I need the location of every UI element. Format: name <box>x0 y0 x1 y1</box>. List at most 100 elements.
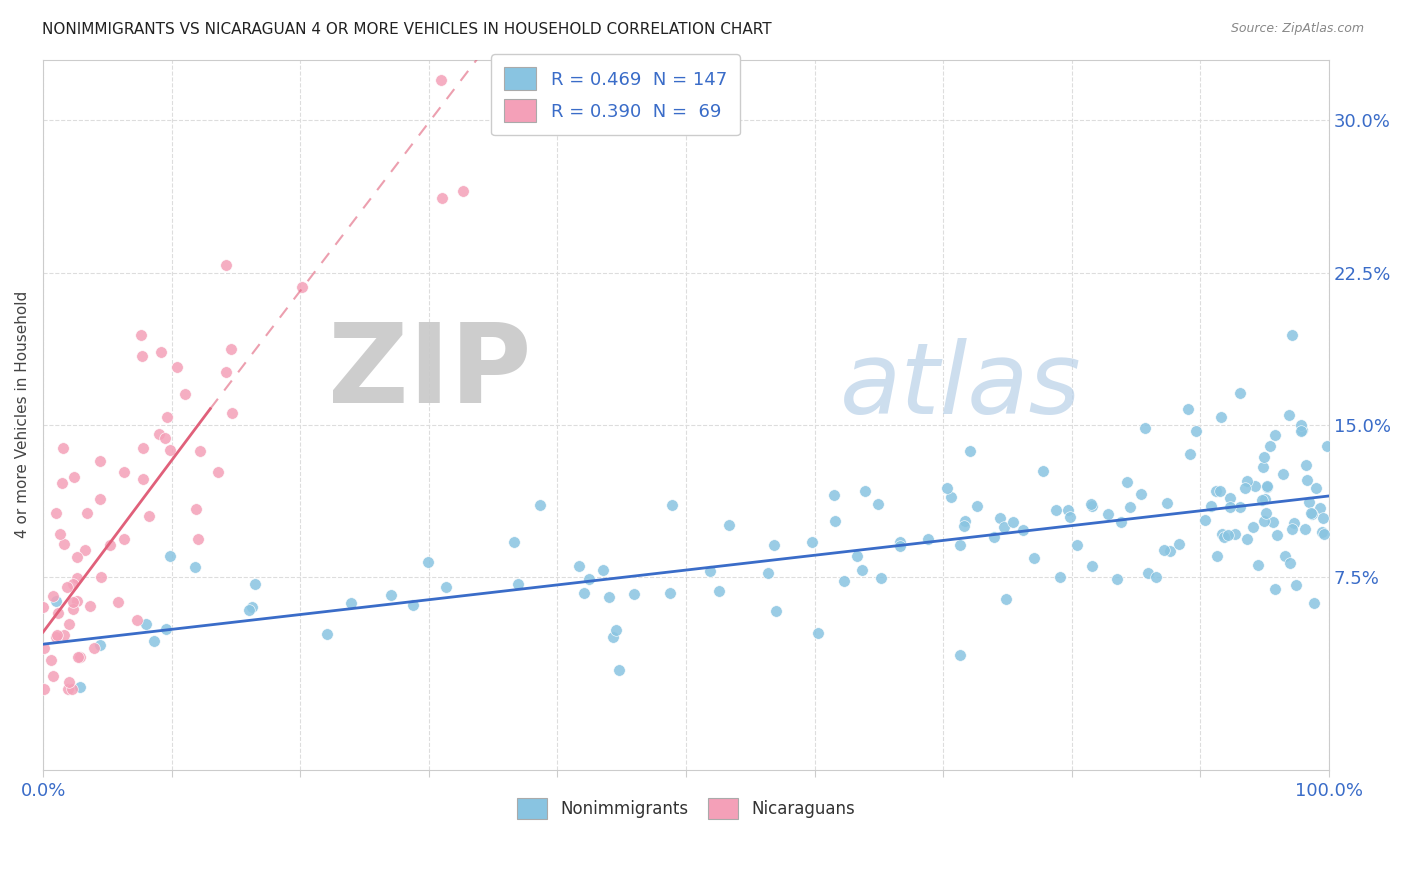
Point <box>1066 538 1088 552</box>
Point <box>568 558 591 573</box>
Point <box>1236 474 1258 488</box>
Point <box>62 577 84 591</box>
Point <box>1256 480 1278 494</box>
Point <box>34 681 56 696</box>
Point <box>58 617 80 632</box>
Point <box>1289 424 1312 438</box>
Point <box>1312 511 1334 525</box>
Point <box>1177 401 1199 416</box>
Point <box>434 581 457 595</box>
Point <box>949 648 972 662</box>
Text: Source: ZipAtlas.com: Source: ZipAtlas.com <box>1230 22 1364 36</box>
Point <box>1057 503 1080 517</box>
Point <box>184 560 207 574</box>
Point <box>52 441 75 455</box>
Point <box>1284 516 1306 531</box>
Point <box>1236 533 1258 547</box>
Point <box>69 680 91 694</box>
Point <box>291 279 314 293</box>
Point <box>1303 596 1326 610</box>
Point <box>953 514 976 528</box>
Text: atlas: atlas <box>841 338 1081 435</box>
Point <box>1080 497 1102 511</box>
Point <box>1178 447 1201 461</box>
Point <box>1209 483 1232 498</box>
Point <box>1281 327 1303 342</box>
Text: NONIMMIGRANTS VS NICARAGUAN 4 OR MORE VEHICLES IN HOUSEHOLD CORRELATION CHART: NONIMMIGRANTS VS NICARAGUAN 4 OR MORE VE… <box>42 22 772 37</box>
Point <box>148 427 170 442</box>
Point <box>659 586 682 600</box>
Point <box>602 630 624 644</box>
Point <box>42 668 65 682</box>
Point <box>62 602 84 616</box>
Point <box>242 600 264 615</box>
Point <box>1263 515 1285 529</box>
Point <box>1285 578 1308 592</box>
Point <box>114 532 136 546</box>
Point <box>948 538 970 552</box>
Point <box>1129 487 1152 501</box>
Point <box>807 626 830 640</box>
Point <box>800 534 823 549</box>
Point <box>1251 460 1274 475</box>
Point <box>214 366 236 380</box>
Point <box>1219 500 1241 514</box>
Point <box>207 465 229 479</box>
Point <box>502 535 524 549</box>
Point <box>73 542 96 557</box>
Point <box>1289 417 1312 432</box>
Point <box>45 631 67 645</box>
Point <box>58 681 80 696</box>
Point <box>1301 508 1323 522</box>
Point <box>1081 558 1104 573</box>
Point <box>1294 523 1316 537</box>
Point <box>132 442 155 456</box>
Point <box>1244 479 1267 493</box>
Point <box>1316 439 1339 453</box>
Point <box>1185 424 1208 438</box>
Point <box>1059 509 1081 524</box>
Point <box>1254 492 1277 507</box>
Point <box>605 624 627 638</box>
Point <box>1281 522 1303 536</box>
Point <box>416 555 439 569</box>
Point <box>966 499 988 513</box>
Point <box>219 342 242 356</box>
Point <box>46 606 69 620</box>
Y-axis label: 4 or more Vehicles in Household: 4 or more Vehicles in Household <box>15 291 30 539</box>
Point <box>127 613 149 627</box>
Point <box>1049 570 1071 584</box>
Point <box>221 406 243 420</box>
Point <box>572 586 595 600</box>
Point <box>1295 458 1317 472</box>
Point <box>159 549 181 563</box>
Point <box>939 490 962 504</box>
Point <box>995 591 1018 606</box>
Point <box>66 594 89 608</box>
Point <box>316 627 339 641</box>
Point <box>1278 556 1301 570</box>
Point <box>1251 492 1274 507</box>
Point <box>89 453 111 467</box>
Point <box>66 649 89 664</box>
Point <box>1032 464 1054 478</box>
Point <box>39 653 62 667</box>
Point <box>1253 450 1275 465</box>
Legend: Nonimmigrants, Nicaraguans: Nonimmigrants, Nicaraguans <box>510 791 862 826</box>
Point <box>851 563 873 577</box>
Point <box>429 73 451 87</box>
Point <box>52 537 75 551</box>
Point <box>707 584 730 599</box>
Point <box>49 526 72 541</box>
Point <box>69 650 91 665</box>
Point <box>155 623 177 637</box>
Point <box>1233 481 1256 495</box>
Point <box>51 476 73 491</box>
Point <box>1213 530 1236 544</box>
Point <box>53 628 76 642</box>
Point <box>45 594 67 608</box>
Point <box>1310 524 1333 539</box>
Point <box>79 599 101 613</box>
Point <box>1133 421 1156 435</box>
Point <box>1296 473 1319 487</box>
